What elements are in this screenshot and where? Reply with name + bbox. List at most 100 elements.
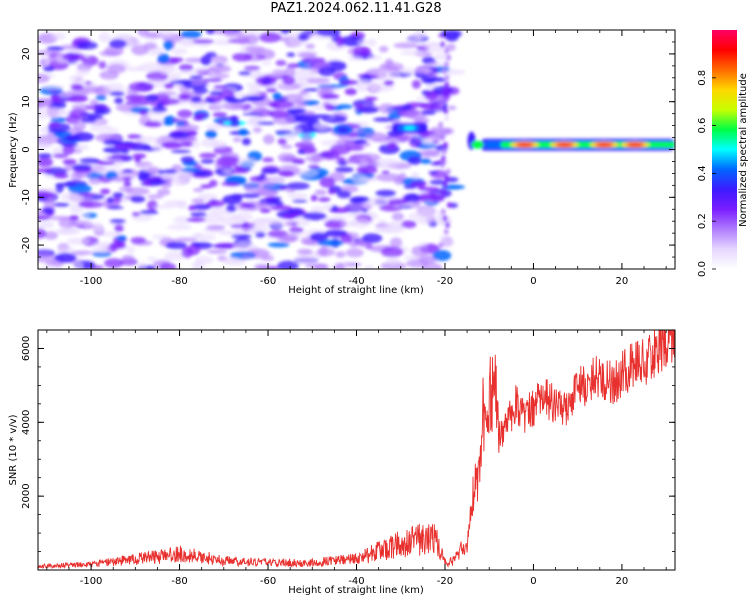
- spectrogram-y-ticks: -20 -10 0 10 20: [21, 29, 675, 270]
- heatmap-noise-cell: [302, 240, 316, 245]
- heatmap-noise-cell: [38, 49, 58, 56]
- heatmap-noise-cell: [265, 87, 278, 93]
- heatmap-noise-cell: [281, 214, 296, 220]
- heatmap-noise-cell: [445, 128, 451, 135]
- heatmap-noise-cell: [374, 227, 392, 233]
- heatmap-noise-cell: [53, 173, 69, 179]
- heatmap-noise-cell: [356, 165, 378, 175]
- heatmap-noise-cell: [72, 250, 93, 256]
- heatmap-noise-cell: [109, 91, 125, 96]
- heatmap-noise-cell: [204, 98, 216, 103]
- heatmap-noise-cell: [52, 153, 69, 159]
- heatmap-noise-cell: [163, 200, 187, 207]
- heatmap-noise-cell: [46, 46, 65, 51]
- heatmap-noise-cell: [324, 104, 336, 111]
- heatmap-noise-cell: [345, 248, 364, 258]
- heatmap-noise-cell: [74, 260, 83, 269]
- heatmap-noise-cell: [438, 242, 444, 249]
- heatmap-noise-cell: [330, 143, 351, 155]
- heatmap-noise-cell: [270, 205, 292, 211]
- heatmap-noise-cell: [355, 104, 365, 109]
- heatmap-noise-cell: [318, 196, 331, 203]
- heatmap-noise-cell: [232, 52, 253, 62]
- heatmap-noise-cell: [411, 245, 429, 257]
- heatmap-noise-cell: [444, 81, 450, 88]
- x-tick-label: 0: [530, 276, 536, 287]
- heatmap-noise-cell: [427, 61, 446, 67]
- heatmap-noise-cell: [192, 116, 204, 121]
- heatmap-noise-cell: [283, 93, 304, 102]
- heatmap-noise-cell: [84, 222, 103, 229]
- heatmap-noise-cell: [211, 140, 227, 149]
- heatmap-noise-cell: [50, 94, 61, 103]
- heatmap-noise-cell: [261, 168, 280, 174]
- x-tick-label: -80: [171, 576, 187, 587]
- heatmap-noise-cell: [339, 35, 364, 47]
- heatmap-noise-cell: [192, 187, 204, 193]
- heatmap-noise-cell: [69, 215, 80, 221]
- heatmap-noise-cell: [173, 216, 193, 224]
- heatmap-noise-cell: [55, 182, 77, 187]
- heatmap-noise-cell: [144, 94, 159, 102]
- heatmap-noise-cell: [385, 58, 394, 67]
- heatmap-noise-cell: [218, 230, 232, 236]
- spectrogram-x-ticks: -100 -80 -60 -40 -20 0 20: [46, 30, 667, 287]
- heatmap-noise-cell: [275, 60, 287, 66]
- heatmap-noise-cell: [180, 156, 195, 164]
- heatmap-noise-cell: [324, 229, 348, 237]
- heatmap-noise-cell: [95, 94, 107, 101]
- heatmap-noise-cell: [277, 236, 298, 242]
- heatmap-noise-cell: [152, 142, 164, 152]
- heatmap-noise-cell: [335, 36, 345, 47]
- heatmap-noise-cell: [439, 161, 445, 168]
- heatmap-noise-cell: [421, 137, 440, 146]
- heatmap-noise-cell: [249, 114, 261, 125]
- heatmap-noise-cell: [297, 149, 306, 155]
- heatmap-noise-cell: [294, 115, 315, 122]
- heatmap-noise-cell: [353, 46, 372, 57]
- heatmap-noise-cell: [257, 72, 284, 77]
- heatmap-noise-cell: [443, 141, 449, 148]
- heatmap-noise-cell: [336, 190, 352, 199]
- heatmap-noise-cell: [138, 109, 149, 116]
- heatmap-noise-cell: [78, 86, 104, 94]
- heatmap-noise-cell: [411, 79, 421, 89]
- heatmap-noise-cell: [419, 102, 444, 110]
- heatmap-noise-cell: [316, 30, 341, 37]
- heatmap-noise-cell: [62, 53, 86, 62]
- heatmap-noise-cell: [442, 181, 448, 188]
- heatmap-noise-cell: [314, 189, 327, 196]
- heatmap-noise-cell: [428, 171, 439, 174]
- heatmap-noise-cell: [186, 244, 201, 256]
- heatmap-noise-cell: [100, 231, 121, 237]
- heatmap-noise-cell: [223, 96, 238, 103]
- heatmap-noise-cell: [259, 208, 271, 214]
- heatmap-noise-cell: [76, 41, 98, 50]
- heatmap-noise-cell: [327, 189, 336, 195]
- heatmap-noise-cell: [313, 123, 330, 131]
- heatmap-noise-cell: [113, 144, 134, 149]
- heatmap-noise-cell: [118, 186, 134, 192]
- heatmap-noise-cell: [93, 107, 106, 115]
- heatmap-noise-cell: [446, 54, 452, 61]
- heatmap-noise-cell: [401, 220, 417, 229]
- heatmap-noise-cell: [124, 66, 145, 72]
- heatmap-noise-cell: [47, 107, 65, 116]
- heatmap-noise-cell: [412, 68, 433, 74]
- colorbar-ticks: 0.0 0.2 0.4 0.6 0.8: [697, 70, 716, 277]
- heatmap-noise-cell: [442, 215, 448, 222]
- heatmap-noise-cell: [444, 114, 450, 121]
- heatmap-noise-cell: [205, 30, 215, 35]
- heatmap-noise-cell: [304, 263, 329, 269]
- x-tick-label: -80: [171, 276, 187, 287]
- heatmap-noise-cell: [390, 237, 403, 248]
- colorbar-tick-label: 0.2: [697, 213, 708, 229]
- heatmap-noise-cell: [108, 39, 127, 49]
- x-tick-label: -40: [348, 276, 364, 287]
- heatmap-noise-cell: [335, 166, 354, 173]
- heatmap-noise-cell: [380, 261, 407, 269]
- heatmap-noise-cell: [75, 68, 90, 76]
- heatmap-noise-cell: [91, 246, 112, 254]
- snr-x-label: Height of straight line (km): [288, 585, 424, 596]
- x-tick-label: -20: [437, 276, 453, 287]
